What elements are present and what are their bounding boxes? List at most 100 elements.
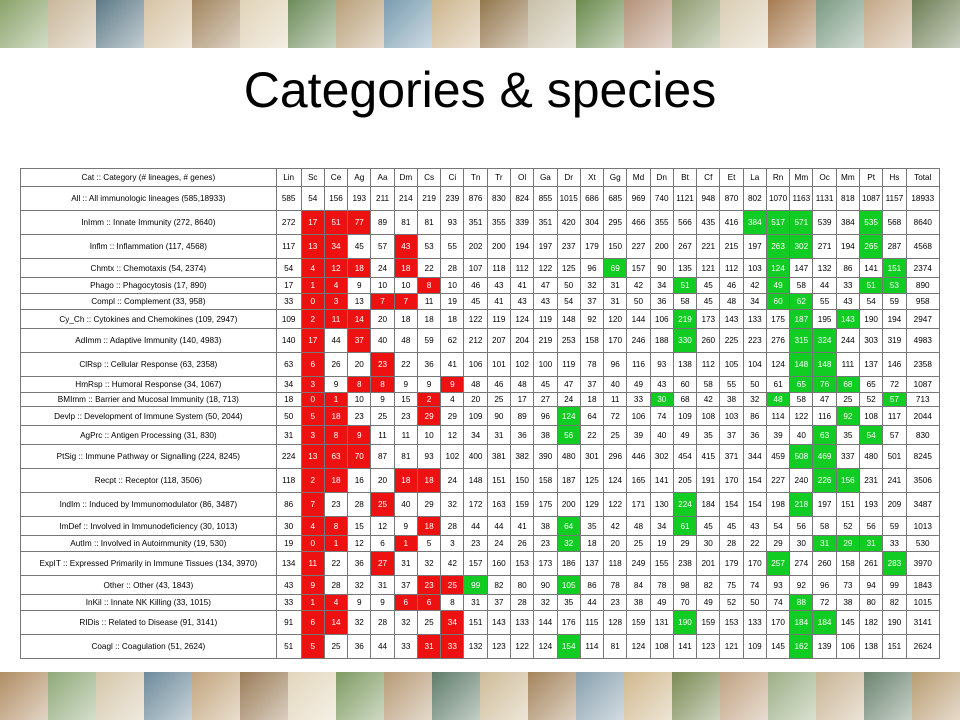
species-count-cell: 72 — [812, 594, 837, 611]
species-count-cell: 86 — [835, 258, 861, 278]
table-row: AgPrc :: Antigen Processing (31, 830) 31 3… — [20, 425, 941, 445]
species-count-cell: 62 — [789, 293, 814, 310]
table-row: Devlp :: Development of Immune System (5… — [20, 406, 941, 426]
species-count-cell: 48 — [626, 516, 651, 536]
species-count-cell: 31 — [812, 535, 837, 552]
species-count-cell: 18 — [416, 468, 442, 493]
species-count-cell: 227 — [765, 468, 791, 493]
total-cell: 1013 — [905, 516, 941, 536]
species-count-cell: 1121 — [672, 186, 698, 211]
species-count-cell: 46 — [719, 277, 744, 294]
species-count-cell: 969 — [626, 186, 651, 211]
species-count-cell: 33 — [835, 277, 861, 294]
species-count-cell: 214 — [393, 186, 418, 211]
species-count-cell: 31 — [370, 575, 395, 595]
species-count-cell: 315 — [789, 328, 814, 353]
species-count-cell: 121 — [719, 634, 744, 659]
top-strip-photo-tile — [672, 0, 720, 48]
species-count-cell: 23 — [463, 535, 488, 552]
species-count-cell: 238 — [672, 551, 698, 576]
species-count-cell: 131 — [649, 610, 674, 635]
species-count-cell: 480 — [556, 444, 581, 469]
species-count-cell: 539 — [812, 210, 837, 235]
species-count-cell: 223 — [742, 328, 767, 353]
species-count-cell: 31 — [463, 594, 488, 611]
species-count-cell: 17 — [300, 328, 325, 353]
species-count-cell: 156 — [835, 468, 861, 493]
species-count-cell: 106 — [626, 406, 651, 426]
species-count-cell: 92 — [579, 309, 605, 329]
species-count-cell: 14 — [347, 309, 372, 329]
species-count-cell: 171 — [626, 492, 651, 517]
species-count-cell: 330 — [672, 328, 698, 353]
species-count-cell: 26 — [323, 352, 349, 377]
species-count-cell: 194 — [882, 309, 907, 329]
lineage-count-cell: 86 — [275, 492, 302, 517]
species-count-cell: 195 — [812, 309, 837, 329]
species-count-cell: 8 — [323, 425, 349, 445]
species-count-cell: 65 — [789, 376, 814, 393]
species-count-cell: 948 — [696, 186, 721, 211]
total-cell: 2624 — [905, 634, 941, 659]
species-count-cell: 24 — [440, 468, 465, 493]
species-count-cell: 36 — [510, 425, 535, 445]
species-count-cell: 1 — [323, 535, 349, 552]
species-count-cell: 19 — [649, 535, 674, 552]
header-species-ag: Ag — [347, 168, 372, 187]
species-count-cell: 116 — [812, 406, 837, 426]
species-count-cell: 416 — [719, 210, 744, 235]
total-cell: 1087 — [905, 376, 941, 393]
species-count-cell: 45 — [463, 293, 488, 310]
species-count-cell: 33 — [882, 535, 907, 552]
lineage-count-cell: 117 — [275, 234, 302, 259]
lineage-count-cell: 50 — [275, 406, 302, 426]
bottom-strip-photo-tile — [912, 672, 960, 720]
species-count-cell: 303 — [858, 328, 884, 353]
species-count-cell: 41 — [486, 293, 512, 310]
lineage-count-cell: 585 — [275, 186, 302, 211]
species-count-cell: 143 — [835, 309, 861, 329]
species-count-cell: 686 — [579, 186, 605, 211]
species-count-cell: 35 — [556, 594, 581, 611]
total-cell: 4568 — [905, 234, 941, 259]
category-label: Coagl :: Coagulation (51, 2624) — [20, 634, 277, 659]
table-row: ImDef :: Involved in Immunodeficiency (3… — [20, 516, 941, 536]
species-count-cell: 57 — [882, 425, 907, 445]
species-count-cell: 14 — [323, 610, 349, 635]
header-species-ol: Ol — [510, 168, 535, 187]
category-label: InKil :: Innate NK Killing (33, 1015) — [20, 594, 277, 611]
total-cell: 3487 — [905, 492, 941, 517]
species-count-cell: 151 — [882, 258, 907, 278]
species-count-cell: 244 — [835, 328, 861, 353]
species-count-cell: 9 — [440, 376, 465, 393]
species-count-cell: 109 — [672, 406, 698, 426]
species-count-cell: 10 — [393, 277, 418, 294]
species-count-cell: 114 — [765, 406, 791, 426]
lineage-count-cell: 34 — [275, 376, 302, 393]
species-count-cell: 4 — [440, 392, 465, 407]
species-count-cell: 219 — [533, 328, 558, 353]
species-count-cell: 11 — [370, 425, 395, 445]
species-count-cell: 7 — [370, 293, 395, 310]
table-row: AdImm :: Adaptive Immunity (140, 4983) 14… — [20, 328, 941, 353]
species-count-cell: 200 — [486, 234, 512, 259]
species-count-cell: 13 — [347, 293, 372, 310]
lineage-count-cell: 109 — [275, 309, 302, 329]
category-label: AdImm :: Adaptive Immunity (140, 4983) — [20, 328, 277, 353]
lineage-count-cell: 43 — [275, 575, 302, 595]
species-count-cell: 4 — [323, 277, 349, 294]
species-count-cell: 158 — [579, 328, 605, 353]
species-count-cell: 122 — [533, 258, 558, 278]
species-count-cell: 508 — [789, 444, 814, 469]
lineage-count-cell: 33 — [275, 293, 302, 310]
species-count-cell: 23 — [323, 492, 349, 517]
category-label: ExpIT :: Expressed Primarily in Immune T… — [20, 551, 277, 576]
species-count-cell: 50 — [742, 376, 767, 393]
category-label: RIDis :: Related to Disease (91, 3141) — [20, 610, 277, 635]
species-count-cell: 267 — [672, 234, 698, 259]
species-count-cell: 49 — [696, 594, 721, 611]
species-count-cell: 53 — [882, 277, 907, 294]
species-count-cell: 94 — [858, 575, 884, 595]
species-count-cell: 148 — [789, 352, 814, 377]
species-count-cell: 145 — [835, 610, 861, 635]
